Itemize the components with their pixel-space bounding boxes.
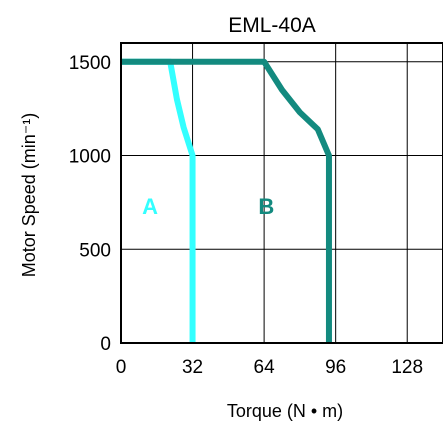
plot-frame <box>120 42 443 344</box>
y-tick-labels: 0 500 1000 1500 <box>69 53 111 355</box>
x-tick-label: 128 <box>391 357 423 378</box>
y-tick-label: 500 <box>79 240 111 261</box>
x-tick-label: 32 <box>182 357 203 378</box>
x-tick-labels: 0 32 64 96 128 <box>116 357 423 378</box>
y-tick-label: 1500 <box>69 53 111 74</box>
series-label-a: A <box>142 194 158 219</box>
series-line-b <box>121 58 332 343</box>
x-axis-label: Torque (N • m) <box>227 401 343 421</box>
y-axis-label: Motor Speed (min⁻¹) <box>19 113 39 278</box>
x-tick-label: 64 <box>254 357 276 378</box>
x-tick-label: 96 <box>325 357 346 378</box>
series-label-b: B <box>258 194 274 219</box>
x-tick-label: 0 <box>116 357 127 378</box>
y-tick-label: 0 <box>100 334 111 355</box>
y-tick-label: 1000 <box>69 147 111 168</box>
chart-title: EML-40A <box>228 14 316 37</box>
series-layer <box>121 58 332 343</box>
